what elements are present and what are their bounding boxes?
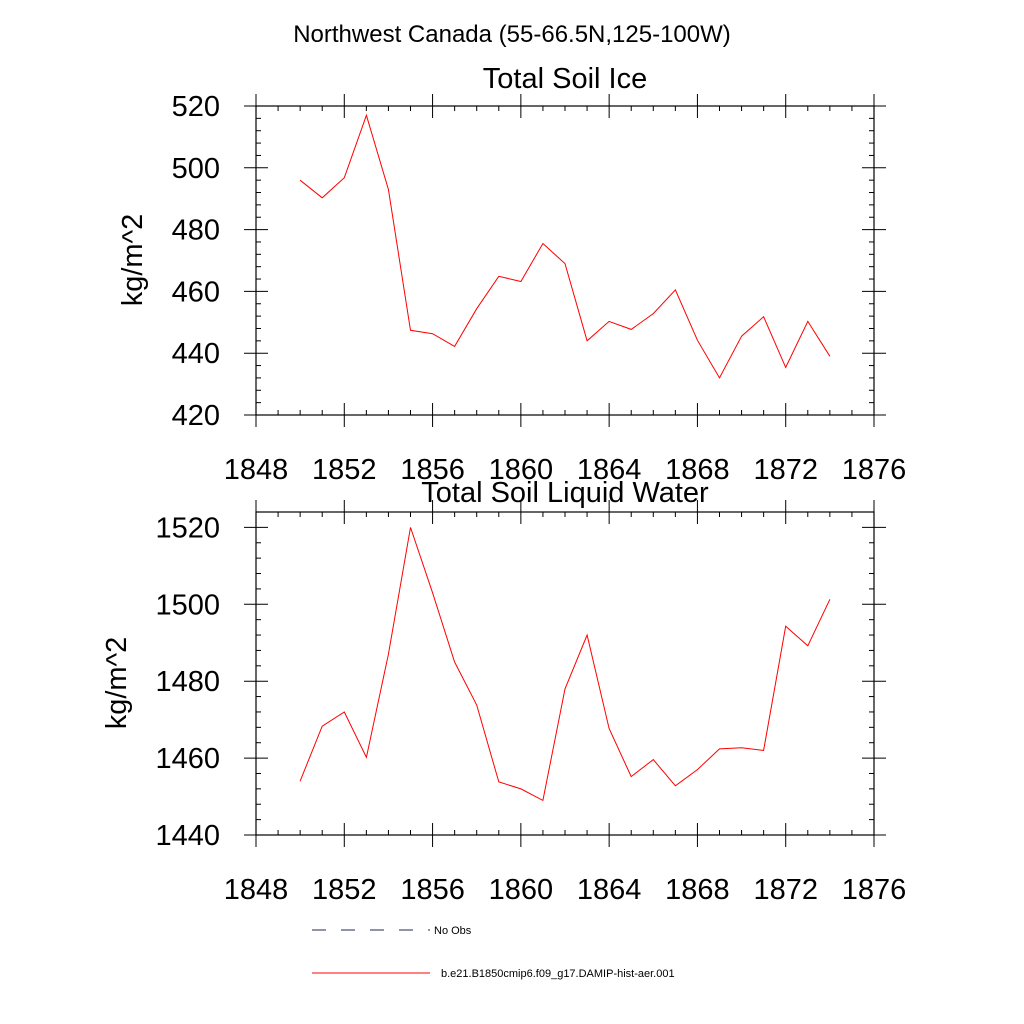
x-tick-label: 1876 — [842, 454, 907, 486]
y-tick-label: 480 — [172, 215, 220, 247]
series-marks — [299, 113, 831, 379]
legend: No Obs b.e21.B1850cmip6.f09_g17.DAMIP-hi… — [312, 925, 675, 980]
legend-label-no-obs: No Obs — [434, 925, 472, 937]
x-tick-label: 1872 — [753, 454, 818, 486]
y-tick-label: 440 — [172, 338, 220, 370]
y-axis-label: kg/m^2 — [101, 637, 133, 730]
y-tick-label: 520 — [172, 91, 220, 123]
x-tick-label: 1860 — [489, 874, 554, 906]
y-tick-label: 1460 — [155, 743, 220, 775]
x-tick-label: 1860 — [489, 454, 554, 486]
y-tick-label: 1520 — [155, 512, 220, 544]
axis-ticks: 1848 1852 1856 1860 1864 1868 1872 1876 420 440 46… — [172, 91, 907, 486]
series-line — [299, 113, 831, 379]
x-tick-label: 1864 — [577, 454, 642, 486]
x-tick-label: 1856 — [400, 874, 465, 906]
panel-title-total-soil-liquid-water: Total Soil Liquid Water — [421, 477, 709, 509]
legend-label-model-run: b.e21.B1850cmip6.f09_g17.DAMIP-hist-aer.… — [441, 968, 675, 980]
x-tick-label: 1856 — [400, 454, 465, 486]
x-tick-label: 1876 — [842, 874, 907, 906]
series-marks — [299, 527, 831, 802]
plot-frame — [255, 511, 875, 836]
series-line — [299, 527, 831, 802]
x-tick-label: 1848 — [224, 454, 289, 486]
y-tick-label: 1480 — [155, 666, 220, 698]
x-tick-label: 1868 — [665, 454, 730, 486]
y-tick-label: 420 — [172, 400, 220, 432]
y-tick-label: 460 — [172, 276, 220, 308]
plot-frame — [255, 105, 875, 416]
y-axis-label: kg/m^2 — [117, 214, 149, 307]
y-tick-label: 500 — [172, 153, 220, 185]
y-tick-label: 1440 — [155, 820, 220, 852]
x-tick-label: 1852 — [312, 454, 377, 486]
panel-total-soil-liquid-water: Total Soil Liquid Water kg/m^2 1848 1852 1… — [101, 477, 906, 906]
panel-total-soil-ice: Total Soil Ice kg/m^2 1848 1852 1856 1860 18… — [117, 63, 906, 486]
y-tick-label: 1500 — [155, 589, 220, 621]
panel-title-total-soil-ice: Total Soil Ice — [483, 63, 647, 95]
x-tick-label: 1852 — [312, 874, 377, 906]
x-tick-label: 1848 — [224, 874, 289, 906]
x-tick-label: 1872 — [753, 874, 818, 906]
axis-ticks: 1848 1852 1856 1860 1864 1868 1872 1876 1440 1460… — [155, 500, 906, 906]
x-tick-label: 1864 — [577, 874, 642, 906]
figure-title: Northwest Canada (55-66.5N,125-100W) — [293, 21, 731, 48]
x-tick-label: 1868 — [665, 874, 730, 906]
